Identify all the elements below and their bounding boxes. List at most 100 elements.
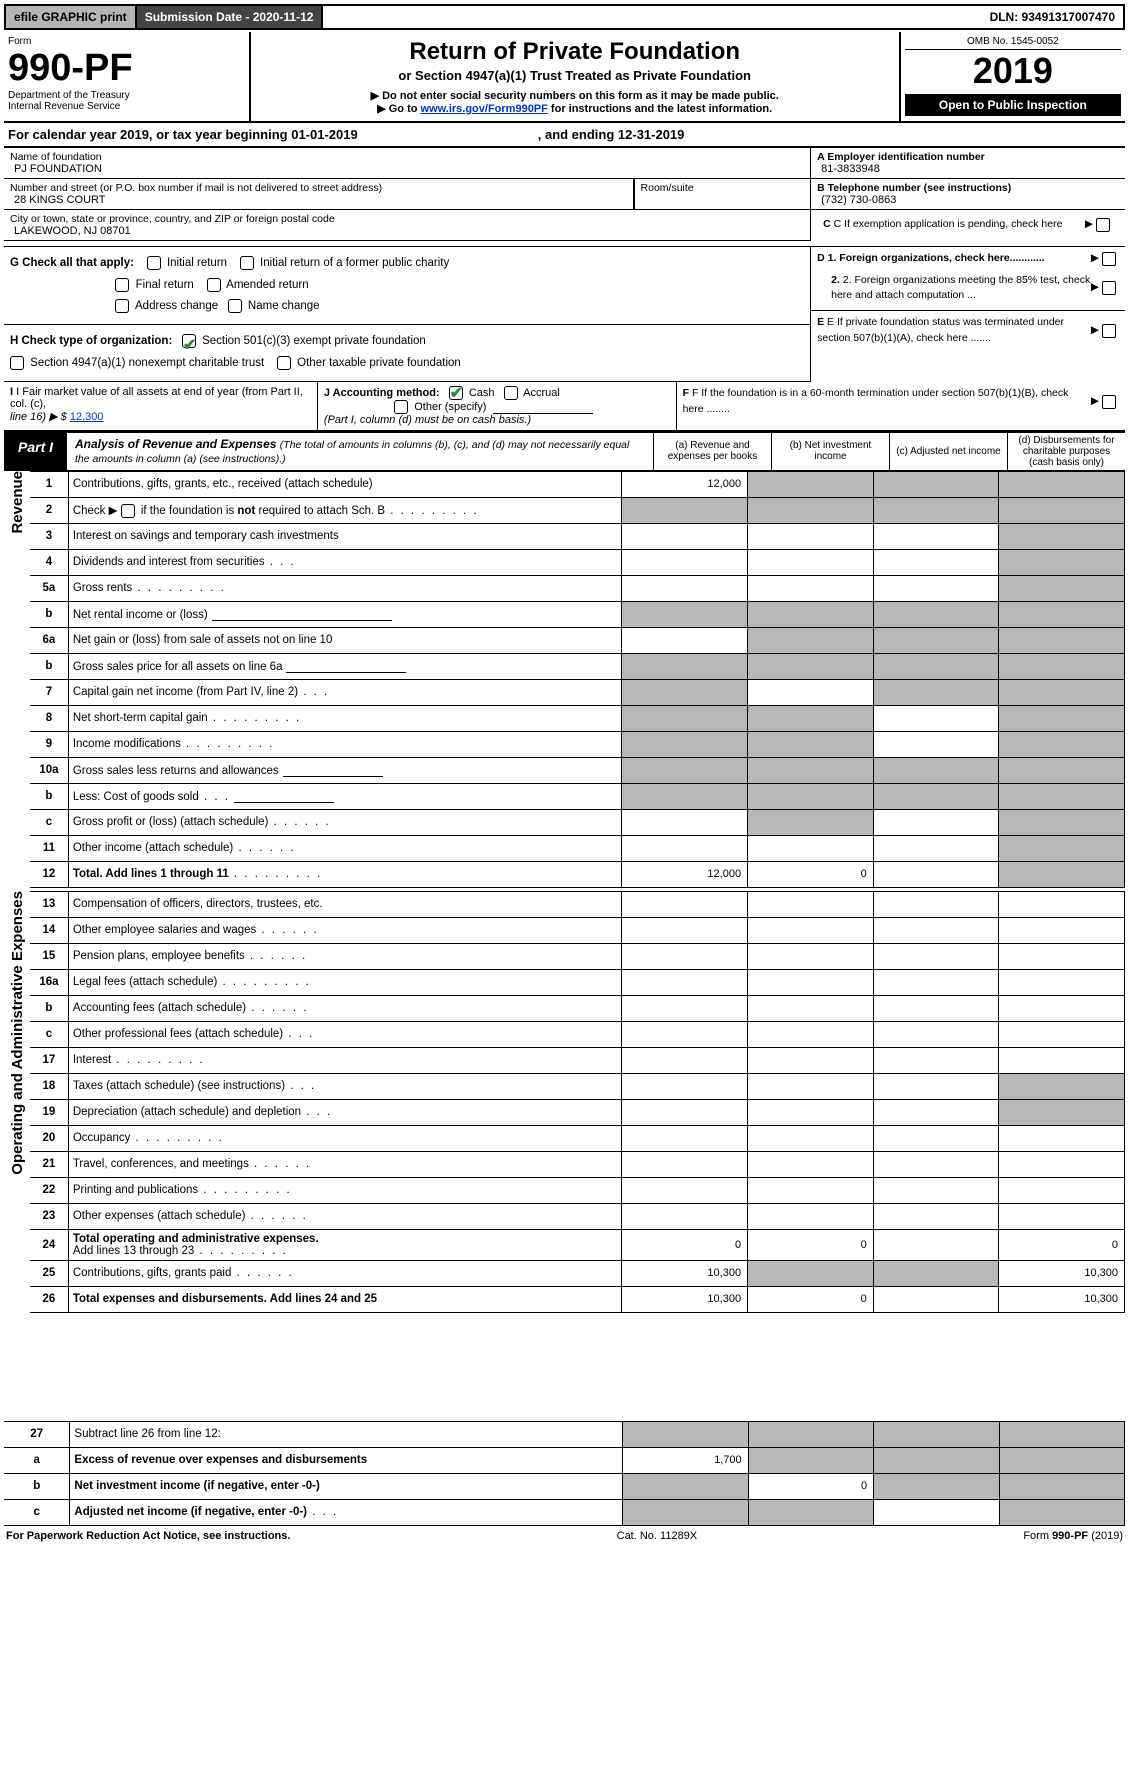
section-g: G Check all that apply: Initial return I… <box>4 247 811 326</box>
header-middle: Return of Private Foundation or Section … <box>251 32 901 121</box>
form-number: 990-PF <box>8 47 245 90</box>
instruction-1: ▶ Do not enter social security numbers o… <box>257 89 893 102</box>
part1-table: Revenue 1Contributions, gifts, grants, e… <box>4 471 1125 1526</box>
row-7: 7Capital gain net income (from Part IV, … <box>30 679 1125 705</box>
top-bar: efile GRAPHIC print Submission Date - 20… <box>4 4 1125 30</box>
checkbox-amended[interactable] <box>207 278 221 292</box>
form-word: Form <box>8 36 245 47</box>
form-subtitle: or Section 4947(a)(1) Trust Treated as P… <box>257 68 893 83</box>
efile-label: efile GRAPHIC print <box>6 6 137 28</box>
checkbox-d2[interactable] <box>1102 281 1116 295</box>
address-cell: Number and street (or P.O. box number if… <box>4 179 634 210</box>
checkbox-f[interactable] <box>1102 395 1116 409</box>
row-5a: 5aGross rents <box>30 575 1125 601</box>
form-title: Return of Private Foundation <box>257 38 893 66</box>
checkbox-name-change[interactable] <box>228 299 242 313</box>
fmv-link[interactable]: 12,300 <box>70 411 104 423</box>
row-6a: 6aNet gain or (loss) from sale of assets… <box>30 627 1125 653</box>
expenses-rows: 13Compensation of officers, directors, t… <box>30 891 1125 1313</box>
checkbox-sch-b[interactable] <box>121 504 135 518</box>
row-23: 23Other expenses (attach schedule) <box>30 1203 1125 1229</box>
form-container: efile GRAPHIC print Submission Date - 20… <box>0 0 1129 1550</box>
part1-title: Analysis of Revenue and Expenses (The to… <box>67 433 653 470</box>
section-j: J Accounting method: Cash Accrual Other … <box>318 382 677 430</box>
header-right: OMB No. 1545-0052 2019 Open to Public In… <box>901 32 1125 121</box>
row-16c: cOther professional fees (attach schedul… <box>30 1021 1125 1047</box>
expenses-side-label: Operating and Administrative Expenses <box>9 891 26 1175</box>
right-checks-de: D 1. Foreign organizations, check here..… <box>811 247 1125 382</box>
checkbox-e[interactable] <box>1102 324 1116 338</box>
checkbox-cash[interactable] <box>449 386 463 400</box>
col-d-header: (d) Disbursements for charitable purpose… <box>1007 433 1125 470</box>
col-b-header: (b) Net investment income <box>771 433 889 470</box>
row-27c: cAdjusted net income (if negative, enter… <box>4 1499 1125 1525</box>
row-17: 17Interest <box>30 1047 1125 1073</box>
row-10c: cGross profit or (loss) (attach schedule… <box>30 809 1125 835</box>
irs-label: Internal Revenue Service <box>8 101 245 112</box>
row-27b: bNet investment income (if negative, ent… <box>4 1473 1125 1499</box>
section-h: H Check type of organization: Section 50… <box>4 325 811 382</box>
dept-label: Department of the Treasury <box>8 90 245 101</box>
row-13: 13Compensation of officers, directors, t… <box>30 891 1125 917</box>
row-1: 1Contributions, gifts, grants, etc., rec… <box>30 471 1125 497</box>
row-10a: 10aGross sales less returns and allowanc… <box>30 757 1125 783</box>
row-ij: I I Fair market value of all assets at e… <box>4 382 1125 431</box>
header-left: Form 990-PF Department of the Treasury I… <box>4 32 251 121</box>
row-16b: bAccounting fees (attach schedule) <box>30 995 1125 1021</box>
checkbox-accrual[interactable] <box>504 386 518 400</box>
row-12: 12Total. Add lines 1 through 1112,0000 <box>30 861 1125 887</box>
col-a-header: (a) Revenue and expenses per books <box>653 433 771 470</box>
omb-number: OMB No. 1545-0052 <box>905 36 1121 50</box>
dln-label: DLN: 93491317007470 <box>982 6 1123 28</box>
row-3: 3Interest on savings and temporary cash … <box>30 523 1125 549</box>
footer: For Paperwork Reduction Act Notice, see … <box>4 1526 1125 1546</box>
row-27a: aExcess of revenue over expenses and dis… <box>4 1447 1125 1473</box>
col-c-header: (c) Adjusted net income <box>889 433 1007 470</box>
checkbox-501c3[interactable] <box>182 334 196 348</box>
revenue-rows: 1Contributions, gifts, grants, etc., rec… <box>30 471 1125 888</box>
row-6b: bGross sales price for all assets on lin… <box>30 653 1125 679</box>
row-9: 9Income modifications <box>30 731 1125 757</box>
row-15: 15Pension plans, employee benefits <box>30 943 1125 969</box>
row-8: 8Net short-term capital gain <box>30 705 1125 731</box>
submission-date: Submission Date - 2020-11-12 <box>137 6 324 28</box>
footer-mid: Cat. No. 11289X <box>617 1530 698 1542</box>
instruction-2: ▶ Go to www.irs.gov/Form990PF for instru… <box>257 102 893 115</box>
checkbox-4947[interactable] <box>10 356 24 370</box>
summary-rows: 27Subtract line 26 from line 12: aExcess… <box>4 1421 1125 1526</box>
calendar-year-row: For calendar year 2019, or tax year begi… <box>4 123 1125 148</box>
foundation-name-cell: Name of foundation PJ FOUNDATION <box>4 148 811 179</box>
tax-year: 2019 <box>905 50 1121 92</box>
checkbox-c[interactable] <box>1096 218 1110 232</box>
part1-header: Part I Analysis of Revenue and Expenses … <box>4 431 1125 471</box>
checkbox-final-return[interactable] <box>115 278 129 292</box>
room-suite-cell: Room/suite <box>634 179 812 210</box>
checkbox-d1[interactable] <box>1102 252 1116 266</box>
checkbox-initial-former[interactable] <box>240 256 254 270</box>
checkbox-address-change[interactable] <box>115 299 129 313</box>
row-10b: bLess: Cost of goods sold <box>30 783 1125 809</box>
header-row: Form 990-PF Department of the Treasury I… <box>4 32 1125 123</box>
row-16a: 16aLegal fees (attach schedule) <box>30 969 1125 995</box>
open-inspection-badge: Open to Public Inspection <box>905 94 1121 116</box>
row-2: 2Check ▶ if the foundation is not requir… <box>30 497 1125 523</box>
checkbox-initial-return[interactable] <box>147 256 161 270</box>
checkbox-other-method[interactable] <box>394 400 408 414</box>
row-25: 25Contributions, gifts, grants paid10,30… <box>30 1260 1125 1286</box>
info-grid: Name of foundation PJ FOUNDATION Number … <box>4 148 1125 247</box>
row-19: 19Depreciation (attach schedule) and dep… <box>30 1099 1125 1125</box>
row-18: 18Taxes (attach schedule) (see instructi… <box>30 1073 1125 1099</box>
exemption-pending-cell: C C If exemption application is pending,… <box>811 210 1125 246</box>
row-5b: bNet rental income or (loss) <box>30 601 1125 627</box>
row-21: 21Travel, conferences, and meetings <box>30 1151 1125 1177</box>
footer-left: For Paperwork Reduction Act Notice, see … <box>6 1530 290 1542</box>
section-i: I I Fair market value of all assets at e… <box>4 382 318 430</box>
row-22: 22Printing and publications <box>30 1177 1125 1203</box>
footer-right: Form 990-PF (2019) <box>1023 1530 1123 1542</box>
irs-link[interactable]: www.irs.gov/Form990PF <box>421 103 548 115</box>
column-headers: (a) Revenue and expenses per books (b) N… <box>653 433 1125 470</box>
phone-cell: B Telephone number (see instructions) (7… <box>811 179 1125 210</box>
checkbox-other-taxable[interactable] <box>277 356 291 370</box>
row-27: 27Subtract line 26 from line 12: <box>4 1421 1125 1447</box>
city-cell: City or town, state or province, country… <box>4 210 811 241</box>
